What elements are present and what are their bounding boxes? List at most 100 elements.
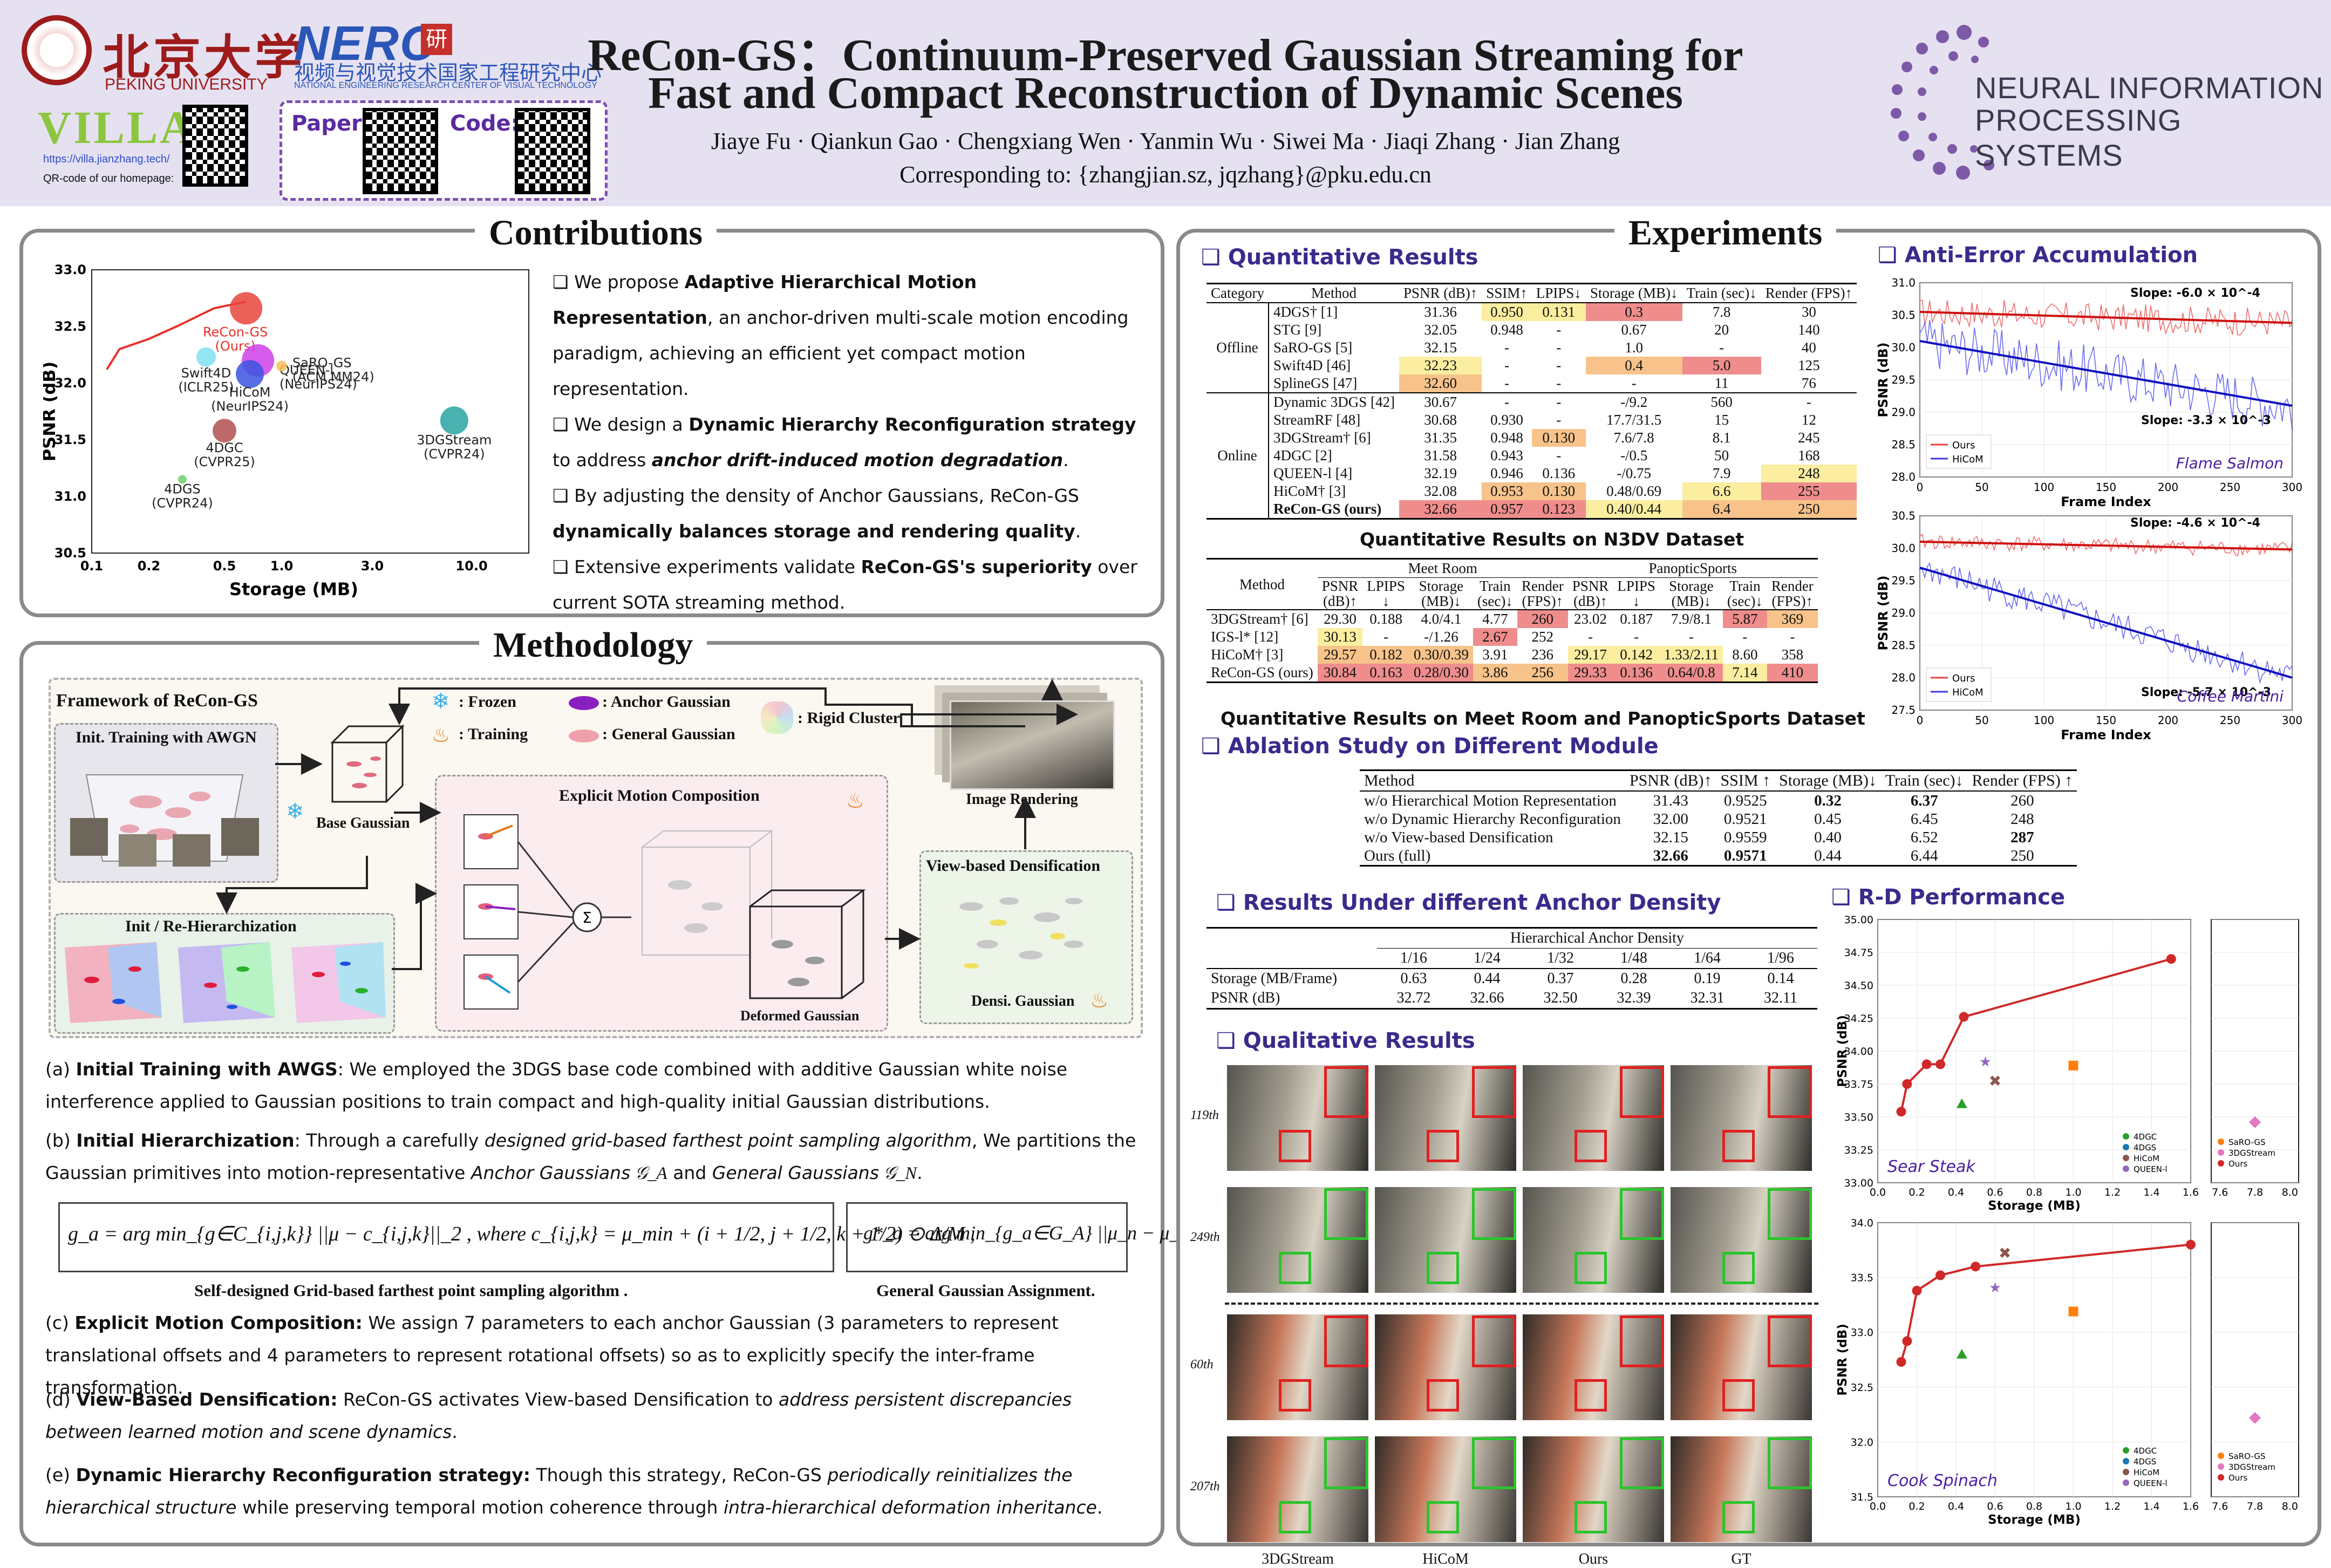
qual-zoom-box xyxy=(1768,1437,1812,1489)
rd-ours-point xyxy=(1921,1059,1932,1069)
paper-qr-code[interactable] xyxy=(363,108,438,194)
table-cell: 0.953 xyxy=(1482,482,1532,500)
table-cell: -/0.5 xyxy=(1620,447,1648,463)
qual-image xyxy=(1671,1187,1812,1293)
rd-ours-point xyxy=(2186,1239,2196,1250)
bubble-ytick: 31.5 xyxy=(54,432,86,447)
villa-url[interactable]: https://villa.jianzhang.tech/ xyxy=(43,153,170,165)
nerc-name-en: NATIONAL ENGINEERING RESEARCH CENTER OF … xyxy=(294,81,597,90)
rd-xtick: 0.2 xyxy=(1909,1187,1925,1198)
table-cell: 32.31 xyxy=(1690,990,1725,1006)
table-cell: 20 xyxy=(1714,322,1729,338)
table-cell: w/o Hierarchical Motion Representation xyxy=(1364,792,1617,809)
rd-method-point: ★ xyxy=(1979,1054,1992,1071)
experiments-title: Experiments xyxy=(1614,213,1837,254)
table-cell: w/o View-based Densification xyxy=(1364,829,1553,846)
ae-legend-label: HiCoM xyxy=(1952,454,1984,465)
table-row: 3DGStream† [6] 31.35 0.948 0.130 7.6/7.8 8.1 2… xyxy=(1207,429,1857,447)
bubble-point-label: ReCon-GS xyxy=(203,324,268,339)
table-cell: 0.40 xyxy=(1814,829,1842,846)
qual-row-label: 60th xyxy=(1190,1358,1214,1372)
table-cell: LPIPS↓ xyxy=(1531,283,1586,303)
bubble-point xyxy=(213,419,237,443)
table-cell: -/9.2 xyxy=(1620,394,1648,410)
table-cell: - xyxy=(1556,412,1562,428)
table-cell: 0.28/0.30 xyxy=(1409,664,1473,683)
table-cell: - xyxy=(1556,447,1562,463)
table-cell: 30.68 xyxy=(1424,412,1457,428)
table-cell: 7.14 xyxy=(1722,664,1767,683)
qual-crop-box xyxy=(1722,1379,1755,1412)
table-cell: 125 xyxy=(1798,357,1820,373)
bubble-ytick: 33.0 xyxy=(54,262,86,277)
table-cell: 6.45 xyxy=(1910,810,1938,828)
contribution-bold: Adaptive Hierarchical Motion Representat… xyxy=(553,271,977,328)
table-cell: 11 xyxy=(1682,374,1761,393)
para-c-label: (c) xyxy=(45,1312,75,1333)
table-cell: 0.67 xyxy=(1621,322,1647,338)
table-cell: Render (FPS) ↑ xyxy=(1967,770,2077,792)
table-cell: 30.13 xyxy=(1317,628,1363,646)
quantitative-results-title: ❑ Quantitative Results xyxy=(1201,245,1478,270)
table-cell: 30.84 xyxy=(1317,664,1363,683)
table-cell: 0.45 xyxy=(1814,810,1842,828)
qual-zoom-box xyxy=(1472,1437,1516,1489)
ae-ylabel: PSNR (dB) xyxy=(1876,342,1891,417)
rd-plot-frame-right xyxy=(2211,1222,2299,1497)
table-cell: 1/64 xyxy=(1671,948,1744,969)
qualitative-results-title: ❑ Qualitative Results xyxy=(1216,1028,1475,1053)
table-cell: 252 xyxy=(1531,629,1554,645)
ablation-title: ❑ Ablation Study on Different Module xyxy=(1201,734,1659,759)
table-cell: - xyxy=(1742,629,1748,645)
table-cell: - xyxy=(1482,374,1532,393)
table-cell: 32.08 xyxy=(1424,483,1457,499)
bubble-xlabel: Storage (MB) xyxy=(229,579,358,599)
bubble-point-sublabel: (NeurIPS24) xyxy=(280,377,357,392)
ae-xtick: 150 xyxy=(2096,714,2116,727)
qual-zoom-box xyxy=(1620,1188,1664,1240)
table-cell: - xyxy=(1504,357,1509,373)
table-cell: Online xyxy=(1207,393,1269,519)
table-cell: PSNR (dB)↑ xyxy=(1625,770,1716,792)
ae-legend: Ours HiCoM xyxy=(1926,667,1992,702)
rd-legend-label: 3DGStream xyxy=(2228,1462,2275,1472)
rd-legend-label: 4DGC xyxy=(2134,1446,2157,1456)
para-b-italic3: General Gaussians xyxy=(712,1162,879,1183)
table-cell: 0.130 xyxy=(1531,429,1586,447)
para-a-heading: Initial Training with AWGS xyxy=(76,1059,338,1080)
rd-xtick: 7.6 xyxy=(2212,1187,2228,1198)
ae-xtick: 250 xyxy=(2220,481,2240,494)
homepage-qr-code[interactable] xyxy=(182,105,248,187)
table-row: 4DGC [2] 31.58 0.943 - -/0.5 50 168 xyxy=(1207,447,1857,465)
paper-label: Paper: xyxy=(291,111,371,136)
ae-trend-line xyxy=(1919,340,2293,407)
table-cell: - xyxy=(1688,629,1694,645)
rd-legend-label: 4DGS xyxy=(2134,1457,2156,1467)
view-densification-box xyxy=(919,850,1133,1024)
qual-image xyxy=(1227,1187,1368,1293)
rigid-cluster-legend-icon xyxy=(761,701,793,734)
table-cell: Storage (MB)↓ xyxy=(1409,577,1473,610)
equation-1: g_a = arg min_{g∈C_{i,j,k}} ||μ − c_{i,j… xyxy=(68,1223,976,1245)
rd-xtick: 1.2 xyxy=(2104,1187,2121,1198)
table-cell: Swift4D [46] xyxy=(1273,357,1351,373)
table-cell: 0.136 xyxy=(1542,465,1576,481)
qual-crop-box xyxy=(1722,1252,1755,1284)
table-cell: Offline xyxy=(1207,303,1269,393)
contribution-text: over current SOTA streaming method. xyxy=(553,556,1137,613)
ae-series-line xyxy=(1919,299,2293,336)
table-cell: 0.44 xyxy=(1814,847,1842,864)
para-d-end: . xyxy=(452,1421,458,1442)
table-cell: 0.37 xyxy=(1547,970,1574,987)
rd-ytick: 33.75 xyxy=(1844,1079,1873,1090)
anti-error-title-text: Anti-Error Accumulation xyxy=(1904,243,2198,268)
table-row: SplineGS [47] 32.60- - -11 76 xyxy=(1207,374,1857,393)
table-cell: 7.9/8.1 xyxy=(1671,611,1712,627)
table-cell: Category xyxy=(1207,283,1269,303)
qr-home-label: QR-code of our homepage: xyxy=(43,173,174,185)
para-d-text: ReCon-GS activates View-based Densificat… xyxy=(337,1389,779,1410)
table-cell: 560 xyxy=(1710,394,1733,410)
qual-zoom-box xyxy=(1324,1066,1368,1118)
code-qr-code[interactable] xyxy=(515,108,590,194)
